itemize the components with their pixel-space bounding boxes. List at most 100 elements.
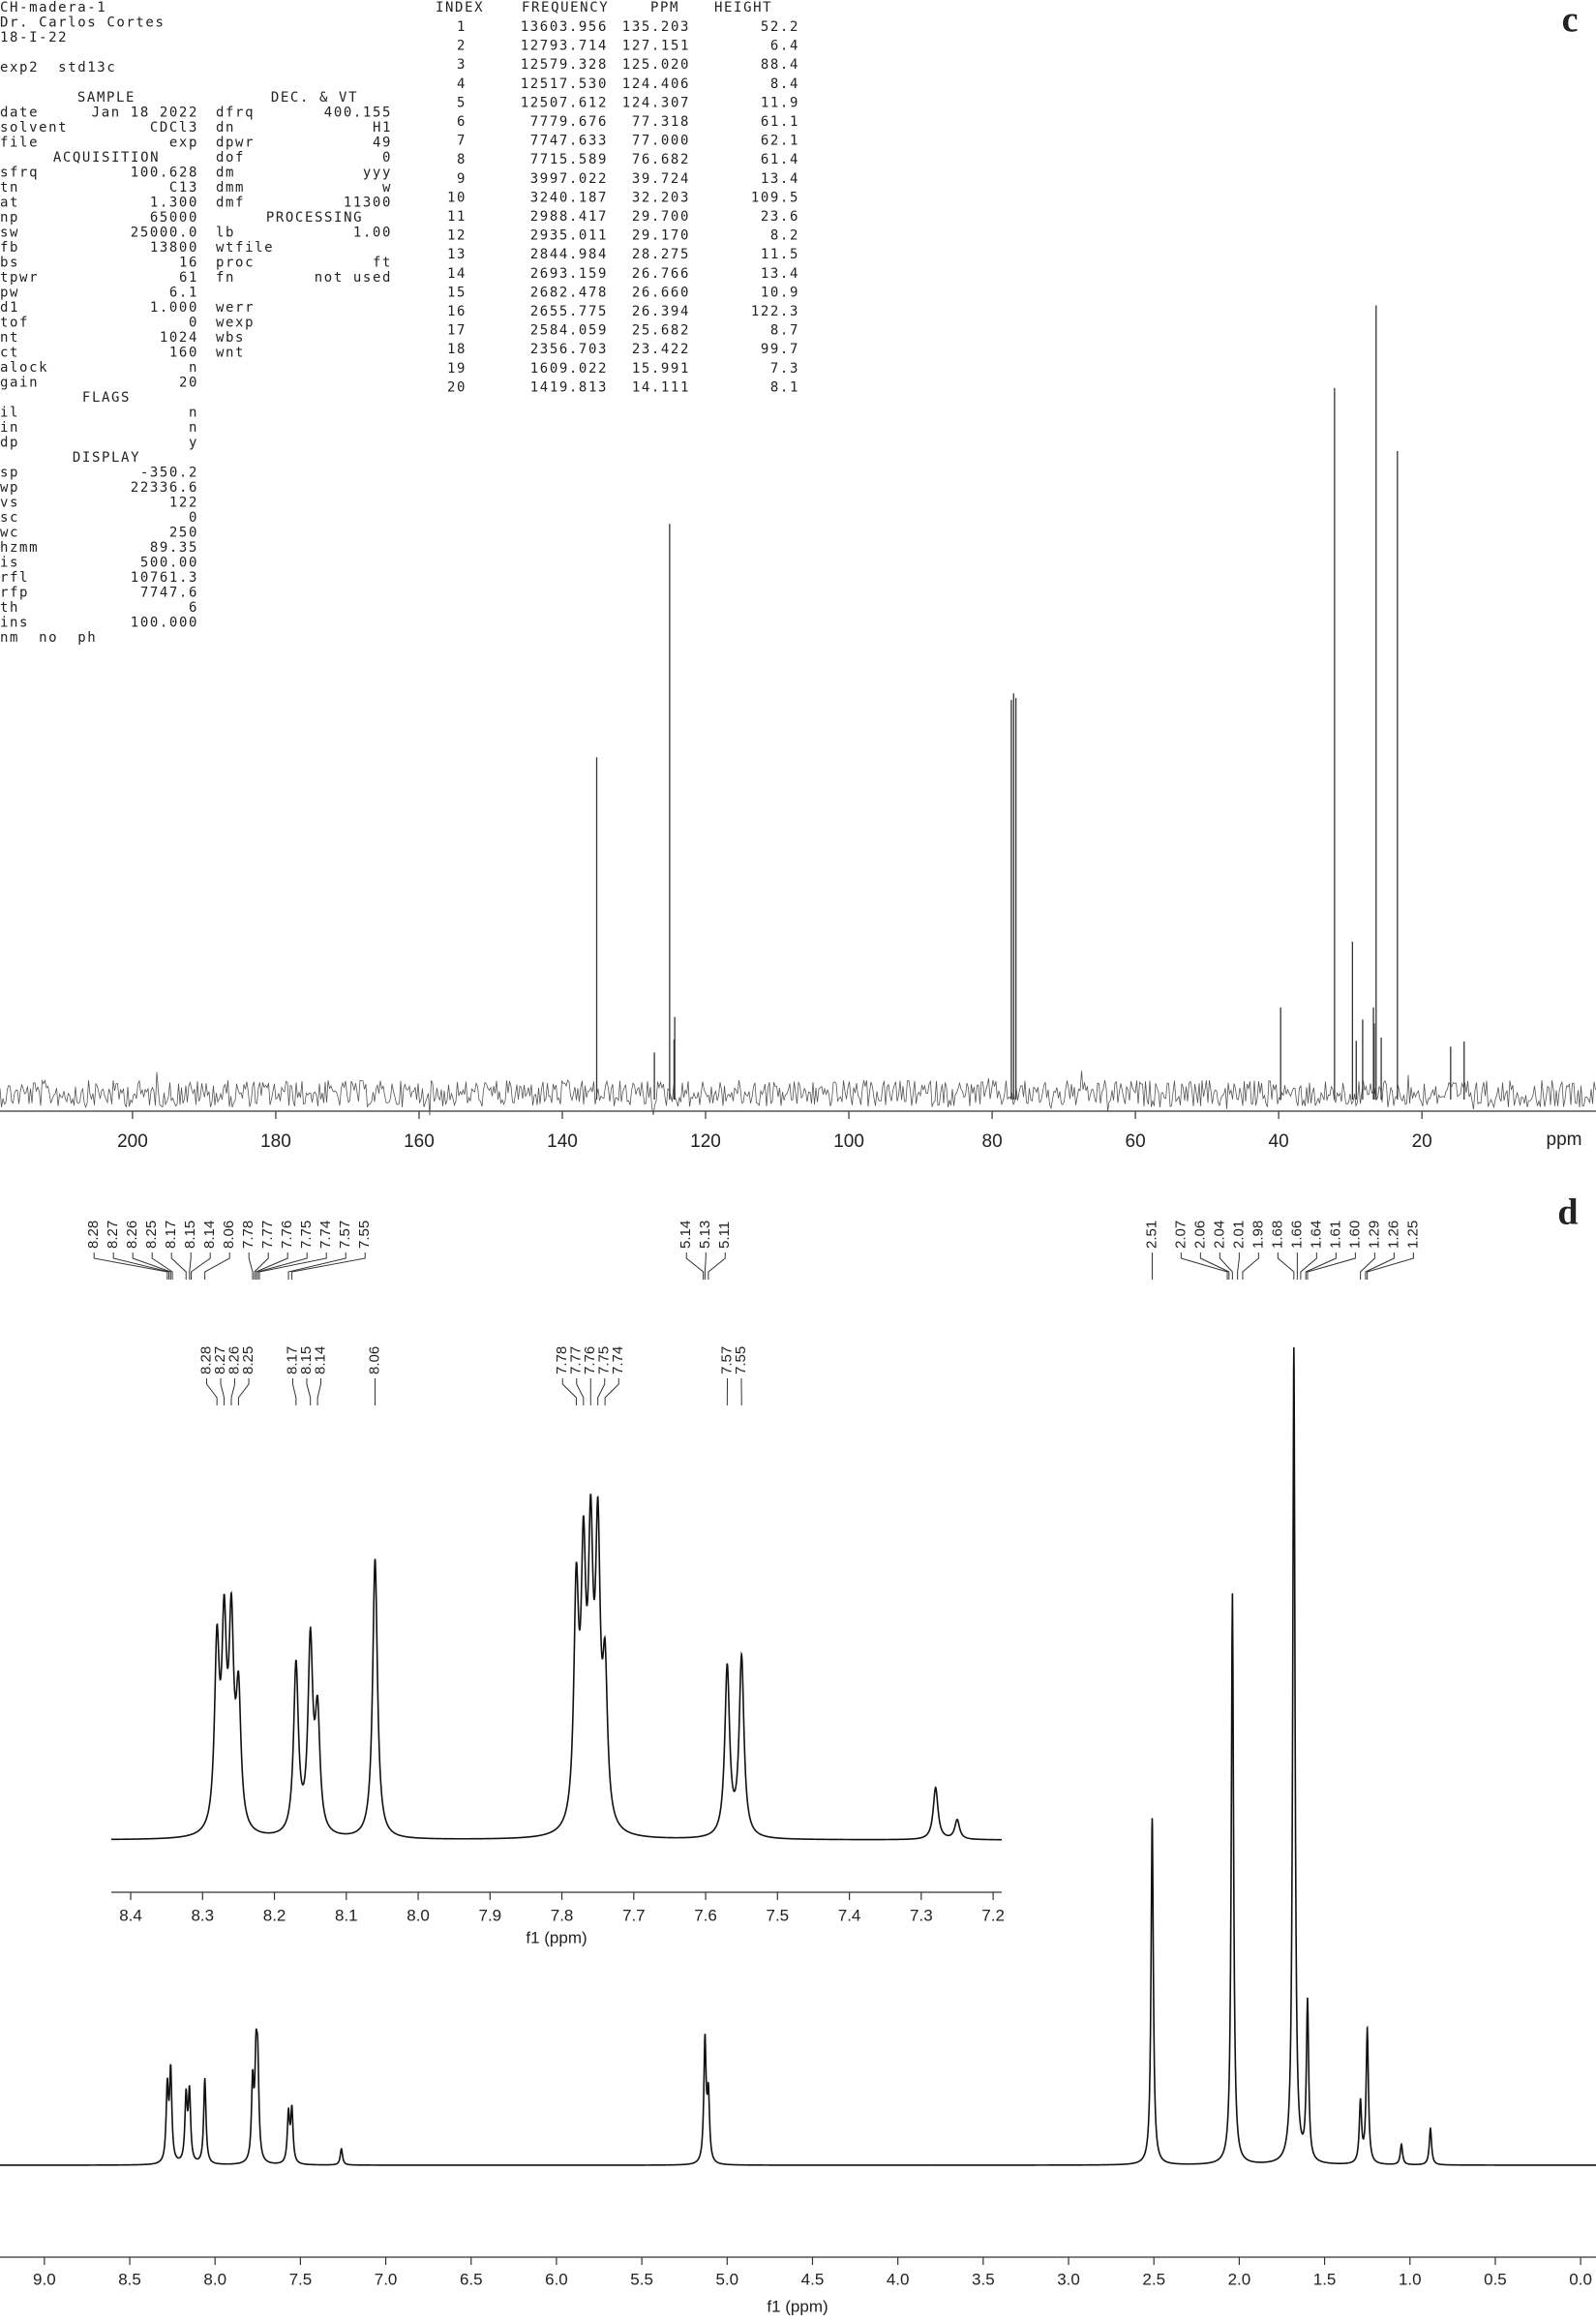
table-cell: 7779.676: [530, 114, 608, 130]
param-value: 6.1: [169, 286, 198, 301]
table-cell: 15: [447, 285, 467, 300]
peak-leader: [1360, 1252, 1375, 1280]
peak-label: 5.13: [697, 1221, 713, 1249]
peak-label: 1.29: [1366, 1221, 1382, 1249]
param-key: bs: [0, 256, 19, 271]
table-cell: 8.7: [770, 323, 799, 339]
peak-leader: [132, 1252, 171, 1280]
table-cell: 2844.984: [530, 247, 608, 262]
spectrum-segment: [302, 1625, 316, 1786]
peak-leader: [256, 1252, 308, 1280]
peak-label: 8.26: [226, 1346, 243, 1374]
table-cell: 13.4: [761, 171, 799, 187]
param-key: dmf: [216, 196, 245, 211]
peak-leader: [1367, 1252, 1414, 1280]
param-key: lb: [216, 226, 235, 241]
spectrum-segment: [111, 1622, 222, 1841]
spectrum-segment: [1334, 2097, 1365, 2165]
spectrum-segment: [267, 1659, 304, 1834]
peak-label: 8.14: [312, 1346, 328, 1374]
peak-leader: [248, 1252, 254, 1280]
table-cell: 12579.328: [521, 57, 608, 73]
table-cell: 61.4: [761, 152, 799, 167]
table-cell: 2: [457, 39, 467, 54]
peak-leader: [704, 1252, 707, 1280]
param-key: dfrq: [216, 106, 255, 121]
peak-label: 7.77: [259, 1221, 276, 1249]
peak-label: 7.74: [610, 1346, 626, 1374]
param-key: werr: [216, 300, 255, 316]
table-cell: 16: [447, 304, 467, 319]
table-cell: 12793.714: [521, 39, 608, 54]
x-tick-label: 8.0: [407, 1906, 430, 1924]
x-tick-label: 4.5: [801, 2270, 825, 2288]
x-tick-label: 8.1: [335, 1906, 358, 1924]
peak-label: 2.07: [1172, 1221, 1189, 1249]
table-cell: 8.4: [770, 76, 799, 92]
peak-leader: [206, 1378, 218, 1405]
table-header: HEIGHT: [714, 0, 772, 15]
peak-leader: [287, 1252, 346, 1280]
spectrum-segment: [946, 1818, 1002, 1841]
spectrum-segment: [346, 1558, 476, 1840]
param-key: wp: [0, 480, 19, 496]
spectrum-segment: [228, 2068, 256, 2165]
param-value: 160: [169, 346, 198, 361]
param-key: at: [0, 196, 19, 211]
peak-leader: [576, 1378, 585, 1405]
param-value: 0: [189, 510, 198, 526]
x-axis-title: ppm: [1547, 1130, 1582, 1150]
param-value: 89.35: [150, 540, 198, 556]
table-cell: 3997.022: [530, 171, 608, 187]
param-key: dpwr: [216, 136, 255, 151]
peak-leader: [1180, 1252, 1228, 1280]
peak-leader: [151, 1252, 173, 1280]
x-tick-label: 100: [833, 1131, 864, 1152]
spectrum-segment: [220, 1593, 229, 1680]
table-cell: 2935.011: [530, 228, 608, 244]
peak-label: 7.75: [298, 1221, 315, 1249]
spectrum-segment: [187, 2085, 197, 2160]
peak-label: 8.26: [124, 1221, 140, 1249]
spectrum-segment: [1191, 1593, 1264, 2165]
table-cell: 26.660: [632, 285, 690, 300]
spectrum-segment: [930, 1818, 1192, 2166]
noise: [0, 1071, 1596, 1116]
table-cell: 127.151: [622, 39, 690, 54]
table-cell: 11.5: [761, 247, 799, 262]
table-cell: 8.2: [770, 228, 799, 244]
param-value: 20: [179, 376, 198, 391]
x-tick-label: 3.0: [1057, 2270, 1080, 2288]
spectrum-segment: [586, 1493, 595, 1607]
peak-leader: [316, 1378, 321, 1405]
peak-label: 8.27: [212, 1346, 228, 1374]
param-value: 25000.0: [131, 226, 198, 241]
x-tick-label: 80: [982, 1131, 1003, 1152]
spectrum-segment: [313, 1694, 346, 1835]
spectrum-segment: [273, 2106, 291, 2164]
peak-label: 5.14: [678, 1221, 694, 1249]
param-value: 122: [169, 496, 198, 511]
x-axis-title: f1 (ppm): [526, 1928, 587, 1946]
x-tick-label: 1.0: [1399, 2270, 1422, 2288]
param-key: in: [0, 420, 19, 436]
x-tick-label: 200: [117, 1131, 148, 1152]
table-cell: 4: [457, 76, 467, 92]
peak-label: 1.68: [1269, 1221, 1285, 1249]
table-cell: 135.203: [622, 19, 690, 35]
table-cell: 5: [457, 95, 467, 110]
table-cell: 88.4: [761, 57, 799, 73]
spectrum-segment: [838, 1786, 948, 1841]
table-cell: 7715.589: [530, 152, 608, 167]
table-cell: 1419.813: [530, 379, 608, 395]
table-cell: 32.203: [632, 190, 690, 205]
param-key: fn: [216, 270, 235, 286]
peak-leader: [254, 1252, 269, 1280]
table-cell: 2693.159: [530, 266, 608, 282]
param-key: il: [0, 406, 19, 421]
param-value: n: [189, 406, 198, 421]
spectrum-segment: [734, 1651, 839, 1841]
x-tick-label: 7.6: [694, 1906, 717, 1924]
x-axis-title: f1 (ppm): [767, 2297, 828, 2315]
table-cell: 52.2: [761, 19, 799, 35]
